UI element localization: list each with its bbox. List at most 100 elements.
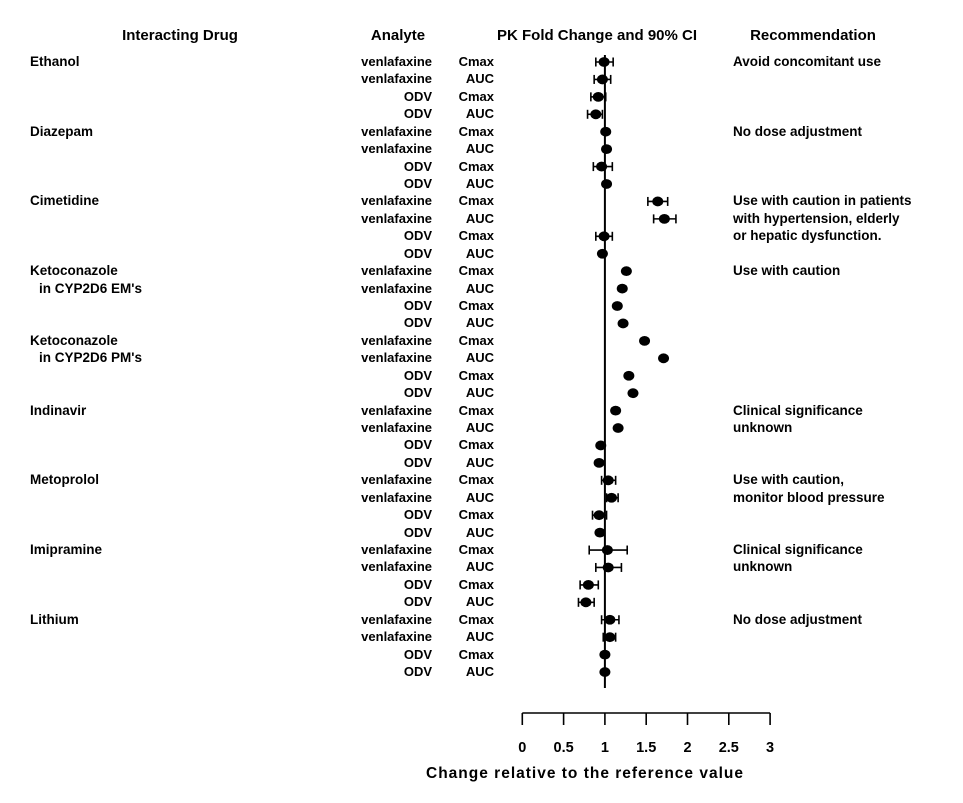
point-estimate-dot [652, 196, 664, 207]
analyte-label: venlafaxine [361, 332, 432, 348]
drug-label: Cimetidine [30, 193, 100, 209]
analyte-label: ODV [403, 315, 432, 331]
analyte-label: venlafaxine [361, 141, 432, 157]
analyte-label: venlafaxine [361, 71, 432, 87]
drug-label-line2: in CYP2D6 EM's [39, 280, 142, 296]
metric-label: Cmax [458, 158, 494, 174]
analyte-label: venlafaxine [361, 629, 432, 645]
metric-label: AUC [465, 210, 494, 226]
analyte-label: ODV [403, 646, 432, 662]
point-estimate-dot [658, 213, 670, 224]
analyte-label: ODV [403, 298, 432, 314]
analyte-label: ODV [403, 576, 432, 592]
point-estimate-dot [592, 91, 604, 102]
analyte-label: ODV [403, 664, 432, 680]
point-estimate-dot [616, 283, 628, 294]
recommendation-line: or hepatic dysfunction. [733, 228, 882, 244]
metric-label: Cmax [458, 367, 494, 383]
drug-label: Diazepam [30, 123, 94, 139]
analyte-label: ODV [403, 158, 432, 174]
analyte-label: venlafaxine [361, 263, 432, 279]
drug-label-line2: in CYP2D6 PM's [39, 350, 142, 366]
metric-label: Cmax [458, 54, 494, 69]
analyte-label: venlafaxine [361, 402, 432, 418]
drug-label: Ketoconazole [30, 263, 118, 279]
analyte-label: ODV [403, 367, 432, 383]
metric-label: AUC [465, 664, 494, 680]
x-axis-tick-label: 1 [601, 740, 609, 756]
metric-label: Cmax [458, 472, 494, 488]
x-axis-tick-label: 0 [518, 740, 526, 756]
point-estimate-dot [598, 231, 610, 242]
point-estimate-dot [596, 74, 608, 85]
point-estimate-dot [600, 126, 612, 137]
recommendation-line: Use with caution, [733, 472, 845, 488]
metric-label: Cmax [458, 646, 494, 662]
col-header-pk-fold-change: PK Fold Change and 90% CI [496, 27, 698, 44]
col-header-interacting-drug: Interacting Drug [122, 27, 238, 44]
metric-label: Cmax [458, 228, 494, 244]
drug-label: Ketoconazole [30, 332, 118, 348]
x-axis-tick-label: 1.5 [636, 740, 656, 756]
point-estimate-dot [595, 440, 607, 451]
point-estimate-dot [594, 527, 606, 538]
drug-label: Metoprolol [30, 472, 99, 488]
metric-label: Cmax [458, 123, 494, 139]
x-axis-tick-label: 3 [766, 740, 774, 756]
analyte-label: venlafaxine [361, 472, 432, 488]
recommendation-line: Avoid concomitant use [733, 54, 882, 69]
analyte-label: ODV [403, 507, 432, 523]
metric-label: AUC [465, 176, 494, 191]
x-axis-tick-label: 2 [683, 740, 691, 756]
metric-label: Cmax [458, 507, 494, 523]
point-estimate-dot [582, 580, 594, 590]
point-estimate-dot [590, 109, 602, 120]
point-estimate-dot [598, 57, 610, 67]
x-axis-title: Change relative to the reference value [426, 765, 744, 782]
point-estimate-dot [601, 545, 613, 555]
metric-label: AUC [465, 385, 494, 401]
recommendation-line: No dose adjustment [733, 123, 863, 139]
analyte-label: venlafaxine [361, 210, 432, 226]
metric-label: AUC [465, 524, 494, 540]
analyte-label: venlafaxine [361, 350, 432, 366]
analyte-label: ODV [403, 106, 432, 122]
recommendation-line: Clinical significance [733, 402, 863, 418]
analyte-label: ODV [403, 524, 432, 540]
point-estimate-dot [604, 632, 616, 643]
point-estimate-dot [599, 649, 611, 660]
metric-label: Cmax [458, 263, 494, 279]
point-estimate-dot [593, 457, 605, 468]
metric-label: Cmax [458, 542, 494, 558]
point-estimate-dot [611, 301, 623, 311]
point-estimate-dot [601, 179, 613, 189]
metric-label: AUC [465, 489, 494, 505]
metric-label: AUC [465, 350, 494, 366]
analyte-label: venlafaxine [361, 489, 432, 505]
metric-label: AUC [465, 280, 494, 296]
point-estimate-dot [602, 475, 614, 486]
analyte-label: ODV [403, 454, 432, 470]
point-estimate-dot [617, 318, 629, 329]
point-estimate-dot [601, 144, 613, 155]
recommendation-line: Use with caution [733, 263, 841, 279]
analyte-label: ODV [403, 228, 432, 244]
point-estimate-dot [580, 597, 592, 608]
metric-label: Cmax [458, 88, 494, 104]
analyte-label: ODV [403, 385, 432, 401]
analyte-label: venlafaxine [361, 123, 432, 139]
metric-label: Cmax [458, 402, 494, 418]
point-estimate-dot [623, 370, 635, 381]
metric-label: AUC [465, 141, 494, 157]
point-estimate-dot [639, 335, 651, 346]
metric-label: AUC [465, 106, 494, 122]
point-estimate-dot [596, 248, 608, 259]
analyte-label: venlafaxine [361, 559, 432, 575]
metric-label: AUC [465, 245, 494, 261]
analyte-label: venlafaxine [361, 611, 432, 627]
drug-label: Indinavir [30, 402, 87, 418]
metric-label: AUC [465, 71, 494, 87]
drug-label: Ethanol [30, 54, 80, 69]
